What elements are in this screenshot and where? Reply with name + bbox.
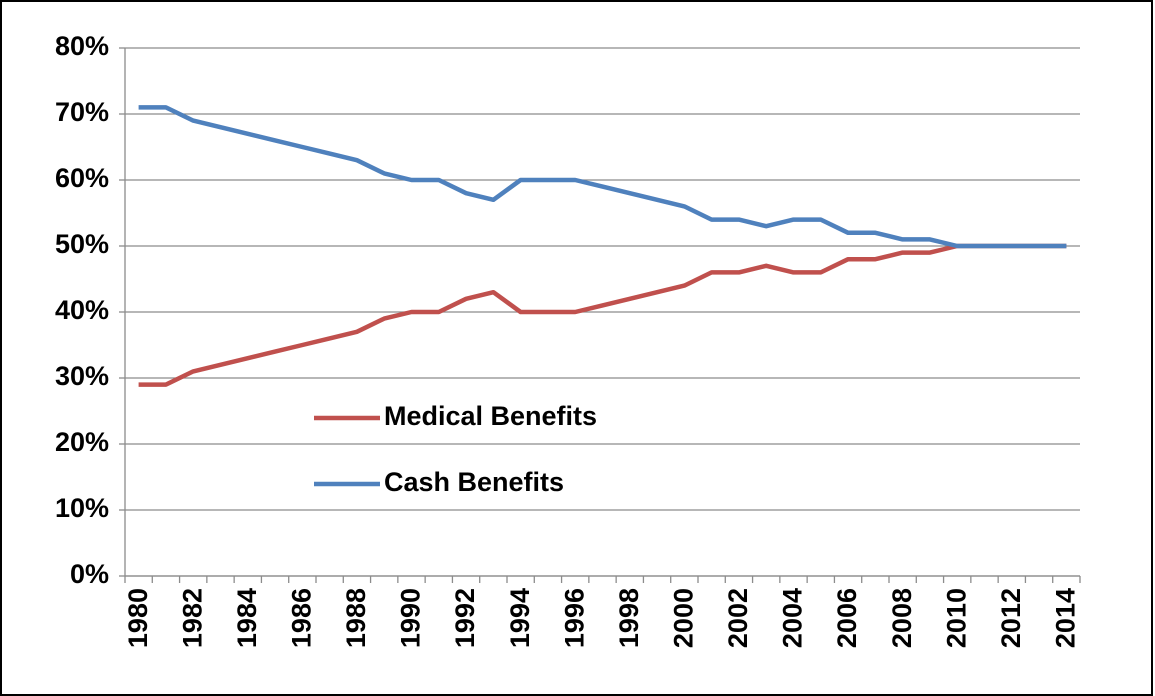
x-tick-label: 2004 xyxy=(778,588,808,648)
y-tick-label: 40% xyxy=(55,295,109,325)
x-tick-label: 2000 xyxy=(668,588,698,648)
series-line xyxy=(138,105,1067,249)
x-tick-label: 1992 xyxy=(450,588,480,648)
y-tick-label: 10% xyxy=(55,493,109,523)
x-tick-label: 2012 xyxy=(996,588,1026,648)
legend-entry: Cash Benefits xyxy=(314,467,564,497)
x-tick-label: 2010 xyxy=(941,588,971,648)
y-tick-label: 70% xyxy=(55,97,109,127)
y-tick-label: 20% xyxy=(55,427,109,457)
x-tick-label: 2014 xyxy=(1050,588,1080,648)
y-tick-label: 80% xyxy=(55,31,109,61)
x-tick-label: 2002 xyxy=(723,588,753,648)
series-line xyxy=(138,243,1067,387)
x-tick-label: 1982 xyxy=(177,588,207,648)
x-tick-label: 1984 xyxy=(232,588,262,648)
legend-label: Cash Benefits xyxy=(384,467,564,497)
x-tick-label: 1990 xyxy=(396,588,426,648)
x-tick-label: 1998 xyxy=(614,588,644,648)
x-tick-label: 1994 xyxy=(505,588,535,648)
x-tick-label: 2006 xyxy=(832,588,862,648)
y-tick-label: 30% xyxy=(55,361,109,391)
x-tick-label: 1988 xyxy=(341,588,371,648)
y-tick-label: 0% xyxy=(70,559,109,589)
y-tick-label: 50% xyxy=(55,229,109,259)
x-tick-label: 1980 xyxy=(123,588,153,648)
x-tick-label: 2008 xyxy=(887,588,917,648)
legend-entry: Medical Benefits xyxy=(314,401,597,431)
x-tick-label: 1986 xyxy=(286,588,316,648)
x-tick-label: 1996 xyxy=(559,588,589,648)
legend-label: Medical Benefits xyxy=(384,401,597,431)
y-tick-label: 60% xyxy=(55,163,109,193)
